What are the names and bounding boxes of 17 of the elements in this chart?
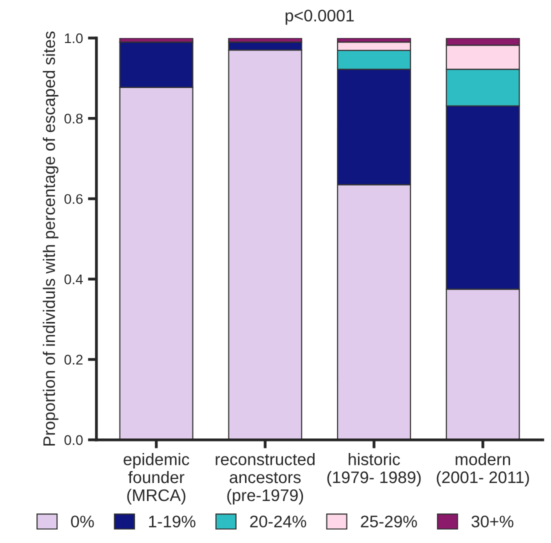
x-tick-label: reconstructed ancestors (pre-1979) — [216, 453, 315, 504]
x-tick-label: epidemic founder (MRCA) — [124, 453, 190, 504]
legend-label: 25-29% — [360, 516, 417, 528]
legend-label: 0% — [71, 516, 94, 528]
y-tick-label: 1.0 — [64, 33, 83, 44]
legend-label: 20-24% — [250, 516, 306, 528]
y-tick-label: 0.4 — [64, 274, 83, 284]
y-axis-title: Proportion of individuls with percentage of escaped sites — [42, 32, 58, 446]
y-tick-label: 0.6 — [64, 194, 83, 204]
chart-title: p<0.0001 — [286, 10, 354, 25]
x-tick-label: modern (2001- 2011) — [436, 453, 529, 487]
legend-label: 1-19% — [149, 516, 196, 528]
y-tick-label: 0.8 — [64, 114, 83, 124]
x-tick-label: historic (1979- 1989) — [327, 453, 421, 487]
y-tick-label: 0.0 — [64, 435, 83, 445]
legend-label: 30+% — [471, 516, 514, 528]
y-tick-label: 0.2 — [64, 354, 83, 365]
